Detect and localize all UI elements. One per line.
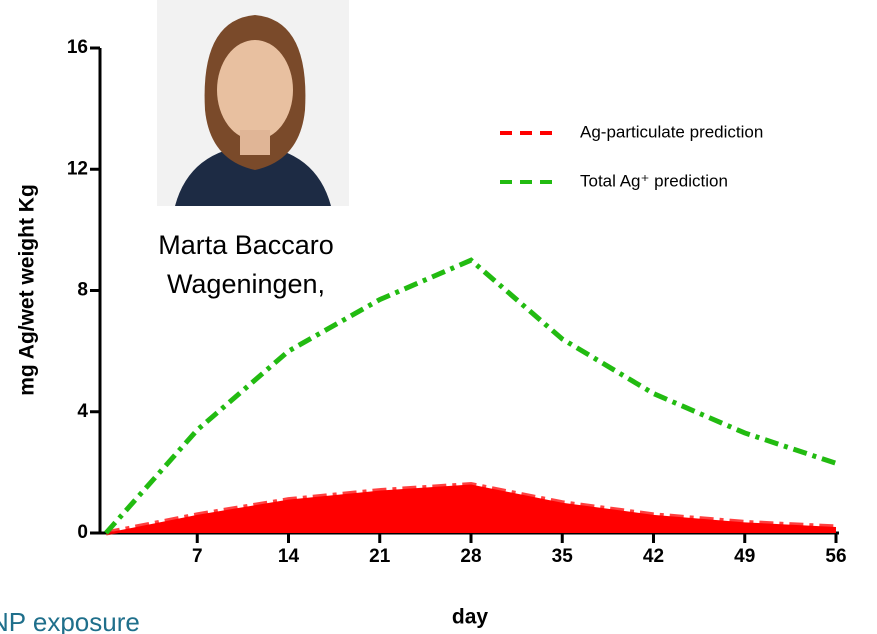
y-tick-label: 12 [67,158,88,179]
y-tick-label: 16 [67,37,88,58]
x-tick-label: 14 [278,546,300,567]
x-axis-label: day [452,606,489,629]
y-axis-label: mg Ag/wet weight Kg [16,184,39,396]
x-tick-label: 35 [552,546,574,567]
footer-text: NP exposure [0,607,140,634]
x-tick-label: 7 [192,546,203,567]
x-tick-label: 49 [734,546,755,567]
chart: Marta Baccaro Wageningen, mg Ag/wet weig… [0,0,877,634]
y-tick-label: 4 [77,401,88,422]
photo [157,0,349,206]
legend-label: Total Ag⁺ prediction [580,171,728,190]
x-tick-label: 42 [643,546,664,567]
annotation: Marta Baccaro [158,230,334,260]
x-tick-label: 56 [825,546,846,567]
area [106,485,836,534]
y-tick-label: 8 [77,280,88,301]
x-tick-label: 21 [369,546,391,567]
y-tick-label: 0 [77,522,88,543]
legend-label: Ag-particulate prediction [580,122,763,141]
annotation: Wageningen, [167,269,325,299]
x-tick-label: 28 [460,546,481,567]
